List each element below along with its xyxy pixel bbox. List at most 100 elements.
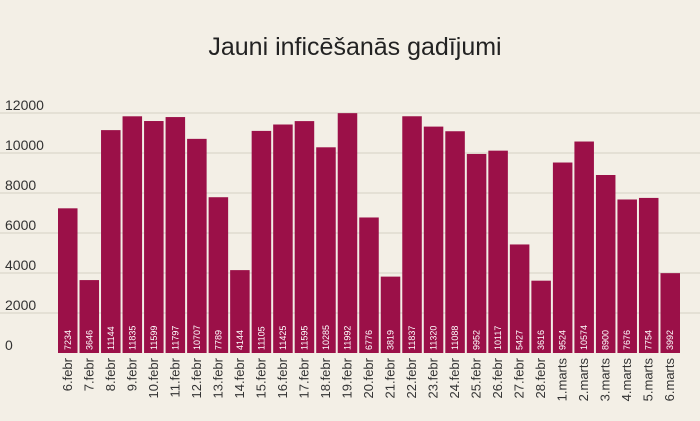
bar <box>445 131 465 353</box>
bar <box>660 273 680 353</box>
bar-value-label: 8900 <box>601 330 611 350</box>
x-tick-label: 3.marts <box>598 358 613 402</box>
x-tick-label: 28.febr <box>533 357 548 398</box>
bar-value-label: 4144 <box>235 330 245 350</box>
bar <box>165 117 186 353</box>
bar-value-label: 10285 <box>321 325 331 350</box>
bar-value-label: 11320 <box>429 326 439 350</box>
bar-value-label: 11105 <box>256 326 266 350</box>
bar <box>423 126 444 353</box>
bar-value-label: 11088 <box>450 326 460 350</box>
bar-value-label: 3992 <box>665 330 675 350</box>
bar-value-label: 11425 <box>278 326 288 350</box>
bar <box>595 175 616 353</box>
bar <box>531 280 551 353</box>
x-tick-label: 19.febr <box>339 357 354 398</box>
bar-value-label: 11992 <box>342 326 352 350</box>
x-axis-ticks: 6.febr 7.febr 8.febr 9.febr 10.febr 11.febr 12… <box>60 357 677 401</box>
bar <box>359 217 379 353</box>
bar <box>638 197 659 353</box>
y-tick-label: 4000 <box>5 257 36 273</box>
x-tick-label: 14.febr <box>232 357 247 398</box>
bar <box>251 130 272 353</box>
x-tick-label: 21.febr <box>383 357 398 398</box>
bar <box>294 121 315 353</box>
bar <box>122 116 143 353</box>
bar <box>337 113 358 353</box>
x-tick-label: 8.febr <box>103 357 118 391</box>
bar <box>466 153 487 353</box>
x-tick-label: 6.marts <box>662 358 677 402</box>
bar-value-label: 7754 <box>644 330 654 350</box>
x-tick-label: 24.febr <box>447 357 462 398</box>
x-tick-label: 5.marts <box>641 358 656 402</box>
bar-value-label: 10574 <box>579 325 589 350</box>
bar <box>552 162 573 353</box>
x-tick-label: 16.febr <box>275 357 290 398</box>
bar <box>316 147 336 353</box>
y-tick-label: 2000 <box>5 297 36 313</box>
y-tick-label: 6000 <box>5 217 36 233</box>
bar-value-label: 11599 <box>149 326 159 350</box>
x-tick-label: 27.febr <box>512 357 527 398</box>
bar-value-label: 3819 <box>386 330 396 350</box>
bar-value-label: 10117 <box>493 326 503 350</box>
bar <box>574 141 594 353</box>
x-tick-label: 22.febr <box>404 357 419 398</box>
x-tick-label: 2.marts <box>576 358 591 402</box>
bar-value-label: 11144 <box>106 326 116 350</box>
bar-value-label: 7234 <box>63 330 73 350</box>
y-axis-ticks: 0 2000 4000 6000 8000 10000 12000 <box>5 97 44 353</box>
y-tick-label: 8000 <box>5 177 36 193</box>
bar <box>208 197 229 353</box>
bar <box>402 116 422 353</box>
bar-value-label: 11837 <box>407 326 417 350</box>
x-tick-label: 25.febr <box>469 357 484 398</box>
bar <box>380 276 401 353</box>
bar <box>617 199 637 353</box>
bar <box>273 124 293 353</box>
bar-value-label: 11797 <box>170 326 180 350</box>
chart-title: Jauni inficēšanās gadījumi <box>208 33 501 61</box>
bar-value-label: 9952 <box>472 330 482 350</box>
x-tick-label: 12.febr <box>189 357 204 398</box>
x-tick-label: 15.febr <box>253 357 268 398</box>
bar-value-label: 3646 <box>84 330 94 350</box>
bars <box>58 113 680 354</box>
x-tick-label: 23.febr <box>426 357 441 398</box>
bar-value-label: 9524 <box>558 330 568 350</box>
bar <box>230 270 250 353</box>
bar <box>187 138 207 353</box>
x-tick-label: 6.febr <box>60 357 75 391</box>
x-tick-label: 10.febr <box>146 357 161 398</box>
x-tick-label: 7.febr <box>81 357 96 391</box>
bar-value-label: 11835 <box>127 326 137 350</box>
x-tick-label: 17.febr <box>296 357 311 398</box>
bar <box>101 130 121 353</box>
y-tick-label: 10000 <box>5 137 44 153</box>
bar-value-label: 7676 <box>622 330 632 350</box>
bar-value-label: 3616 <box>536 330 546 350</box>
bar-value-label: 5427 <box>515 330 525 350</box>
x-tick-label: 4.marts <box>619 358 634 402</box>
x-tick-label: 18.febr <box>318 357 333 398</box>
x-tick-label: 13.febr <box>210 357 225 398</box>
bar <box>488 150 508 353</box>
bar-value-label: 6776 <box>364 330 374 350</box>
bar <box>509 244 530 353</box>
x-tick-label: 20.febr <box>361 357 376 398</box>
value-labels: 7234 3646 11144 11835 11599 11797 10707 7789 414… <box>63 325 675 350</box>
bar-value-label: 7789 <box>213 330 223 350</box>
bar <box>144 121 164 354</box>
bar <box>58 208 78 353</box>
bar-value-label: 10707 <box>192 325 202 350</box>
x-tick-label: 11.febr <box>167 357 182 397</box>
y-tick-label: 0 <box>5 337 13 353</box>
y-tick-label: 12000 <box>5 97 44 113</box>
bar <box>79 280 100 353</box>
x-tick-label: 9.febr <box>124 357 139 391</box>
x-tick-label: 26.febr <box>490 357 505 398</box>
x-tick-label: 1.marts <box>555 358 570 402</box>
bar-value-label: 11595 <box>299 326 309 350</box>
